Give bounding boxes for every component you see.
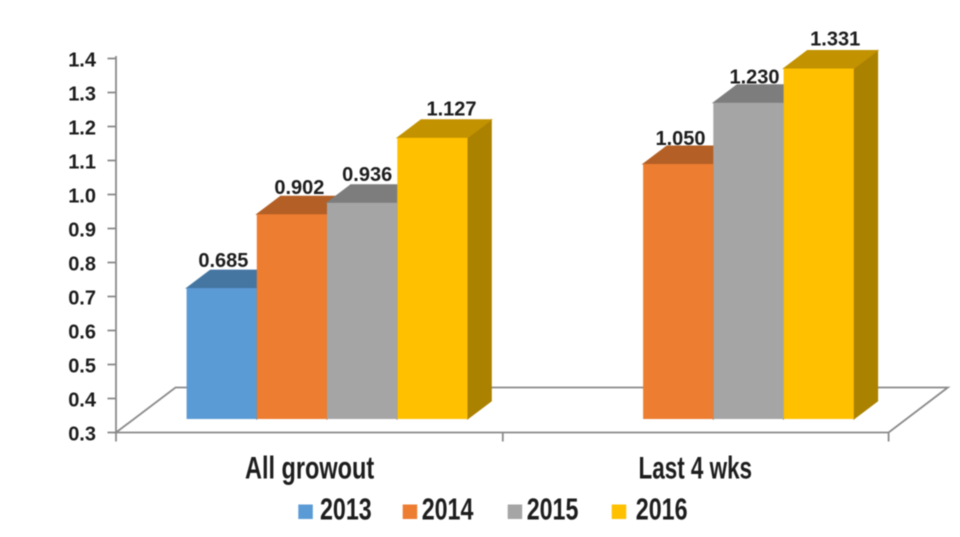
svg-text:2013: 2013 [320, 493, 372, 527]
svg-text:0.7: 0.7 [68, 288, 96, 310]
svg-text:1.331: 1.331 [810, 29, 860, 51]
svg-text:1.127: 1.127 [426, 99, 476, 121]
svg-text:1.2: 1.2 [68, 118, 96, 140]
svg-text:All growout: All growout [245, 450, 375, 486]
svg-text:0.6: 0.6 [68, 322, 96, 344]
svg-text:0.8: 0.8 [68, 254, 96, 276]
svg-text:1.4: 1.4 [68, 50, 97, 72]
svg-text:0.936: 0.936 [342, 164, 392, 186]
svg-text:1.0: 1.0 [68, 186, 96, 208]
svg-text:1.050: 1.050 [655, 128, 705, 150]
svg-text:0.685: 0.685 [198, 250, 248, 272]
svg-text:0.902: 0.902 [274, 177, 324, 199]
svg-text:1.230: 1.230 [729, 66, 779, 88]
svg-text:0.9: 0.9 [68, 220, 96, 242]
svg-text:1.1: 1.1 [68, 152, 96, 174]
svg-text:Last 4 wks: Last 4 wks [639, 450, 753, 486]
svg-text:0.3: 0.3 [68, 424, 96, 446]
svg-text:2016: 2016 [636, 493, 688, 527]
svg-text:2014: 2014 [422, 493, 474, 527]
svg-text:1.3: 1.3 [68, 84, 96, 106]
svg-text:2015: 2015 [527, 493, 579, 527]
svg-text:0.5: 0.5 [68, 356, 96, 378]
svg-text:0.4: 0.4 [68, 390, 97, 412]
